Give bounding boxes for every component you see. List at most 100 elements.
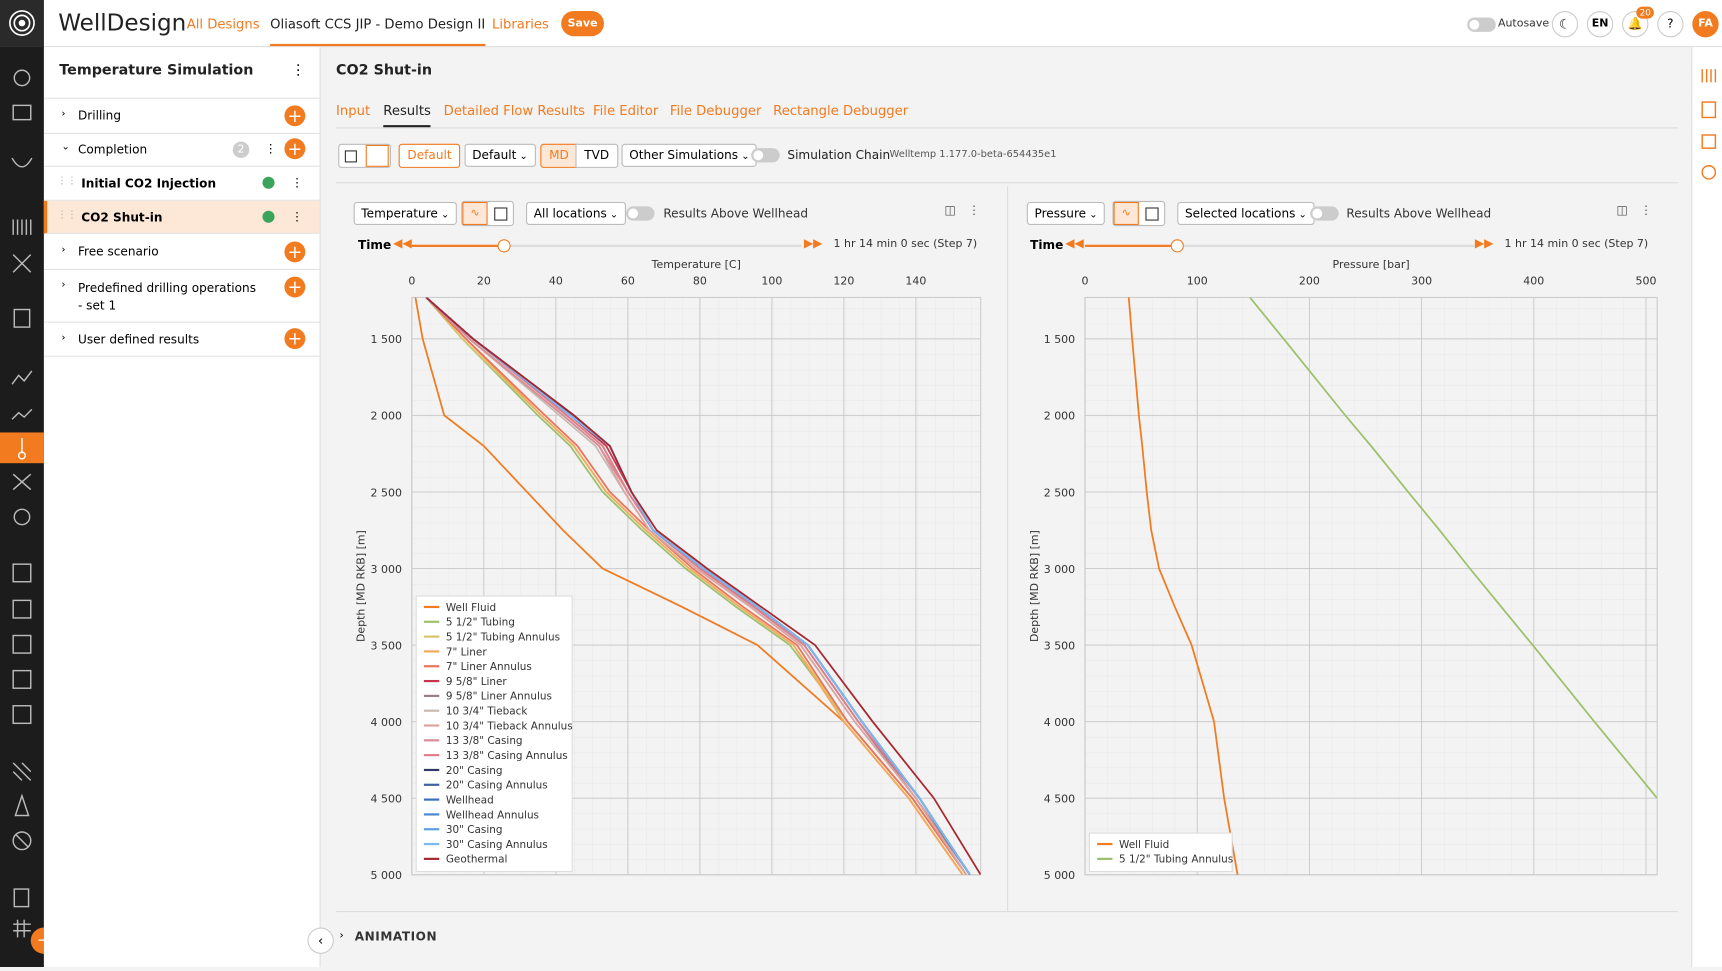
legend-label: 10 3/4" Tieback Annulus bbox=[446, 720, 573, 732]
notifications-button[interactable]: 🔔 bbox=[1622, 10, 1649, 38]
layout-toggle[interactable] bbox=[338, 143, 391, 168]
autosave-toggle[interactable] bbox=[1467, 17, 1496, 32]
user-avatar[interactable]: FA bbox=[1692, 10, 1719, 38]
x-tick-label: 60 bbox=[621, 274, 635, 287]
table-view[interactable] bbox=[1145, 207, 1159, 221]
sidebar-menu[interactable]: ⋮ bbox=[291, 62, 306, 80]
help-button[interactable]: ? bbox=[1657, 10, 1684, 38]
step-back[interactable]: ◀◀ bbox=[393, 235, 412, 251]
chevron: ⌄ bbox=[61, 141, 70, 153]
view-toggle[interactable]: ∿ bbox=[1112, 200, 1166, 227]
table-view[interactable] bbox=[494, 207, 508, 221]
animation-section[interactable]: ANIMATION bbox=[354, 929, 438, 944]
legend-box bbox=[415, 595, 573, 873]
legend-label: 5 1/2" Tubing bbox=[446, 617, 515, 629]
y-tick-label: 3 500 bbox=[1044, 639, 1075, 652]
layout-split[interactable] bbox=[365, 144, 389, 167]
simulations-select[interactable]: Other Simulations bbox=[621, 143, 758, 167]
slider-fill bbox=[411, 244, 505, 247]
slider-track[interactable] bbox=[411, 239, 802, 253]
x-tick-label: 300 bbox=[1411, 274, 1432, 287]
legend-label: 30" Casing Annulus bbox=[446, 839, 548, 851]
add-button[interactable]: + bbox=[284, 138, 306, 160]
slider-knob[interactable] bbox=[1170, 239, 1184, 253]
step-forward[interactable]: ▶▶ bbox=[1474, 235, 1494, 251]
step-back[interactable]: ◀◀ bbox=[1065, 235, 1084, 251]
add-button[interactable]: + bbox=[284, 105, 306, 127]
layout-single[interactable] bbox=[344, 150, 357, 163]
legend-label: Well Fluid bbox=[446, 602, 496, 614]
variable-select[interactable]: Temperature bbox=[353, 201, 457, 226]
panel-divider bbox=[1007, 186, 1009, 912]
slider-knob[interactable] bbox=[497, 239, 511, 253]
y-tick-label: 2 000 bbox=[1044, 410, 1075, 423]
tvd-button[interactable]: TVD bbox=[575, 143, 618, 168]
chevron: › bbox=[61, 244, 66, 256]
collapse-sidebar-button[interactable]: ‹ bbox=[307, 927, 334, 954]
add-button[interactable]: + bbox=[284, 276, 306, 298]
y-tick-label: 2 500 bbox=[1044, 486, 1075, 499]
x-axis-label: Temperature [C] bbox=[651, 258, 741, 271]
step-forward[interactable]: ▶▶ bbox=[803, 235, 823, 251]
language-button[interactable]: EN bbox=[1586, 10, 1614, 38]
legend-label: 13 3/8" Casing Annulus bbox=[446, 750, 568, 762]
logo bbox=[9, 10, 35, 36]
tab[interactable]: Input bbox=[336, 103, 371, 119]
tree-row[interactable]: › Drilling + bbox=[43, 97, 320, 134]
tree-row[interactable]: › Predefined drilling operations - set 1 + bbox=[43, 270, 320, 323]
nav-link[interactable]: All Designs bbox=[186, 16, 260, 32]
x-tick-label: 500 bbox=[1635, 274, 1656, 287]
tree-label: Drilling bbox=[77, 108, 121, 123]
chart-options[interactable]: ◫ ⋮ bbox=[1616, 203, 1653, 218]
locations-select[interactable]: All locations bbox=[526, 201, 626, 226]
tree-row-active[interactable]: ⋮⋮ CO2 Shut-in ⋮ bbox=[43, 200, 320, 234]
brand[interactable]: WellDesign bbox=[58, 9, 187, 37]
add-button[interactable]: + bbox=[284, 328, 306, 350]
version: Welltemp 1.177.0-beta-654435e1 bbox=[889, 149, 1057, 161]
default-button[interactable]: Default bbox=[398, 143, 461, 168]
row-menu[interactable]: ⋮ bbox=[291, 175, 304, 190]
tab[interactable]: Detailed Flow Results bbox=[443, 103, 586, 119]
slider-track[interactable] bbox=[1085, 239, 1475, 253]
save-button[interactable]: Save bbox=[561, 10, 605, 37]
chain-toggle[interactable] bbox=[751, 148, 780, 163]
view-select[interactable]: Default bbox=[464, 143, 536, 167]
tab[interactable]: Rectangle Debugger bbox=[773, 103, 909, 119]
chart-view[interactable]: ∿ bbox=[462, 201, 488, 226]
legend-label: 13 3/8" Casing bbox=[446, 735, 523, 747]
tree-row[interactable]: › Free scenario + bbox=[43, 235, 320, 271]
series-line bbox=[1249, 297, 1658, 799]
md-button[interactable]: MD bbox=[540, 143, 578, 168]
tab[interactable]: File Debugger bbox=[669, 103, 762, 119]
tree-row[interactable]: ⋮⋮ Initial CO2 Injection ⋮ bbox=[43, 167, 320, 201]
locations-select[interactable]: Selected locations bbox=[1177, 201, 1315, 226]
x-tick-label: 80 bbox=[693, 274, 707, 287]
legend-label: 9 5/8" Liner bbox=[446, 676, 508, 688]
view-toggle[interactable]: ∿ bbox=[461, 200, 514, 227]
chart-options[interactable]: ◫ ⋮ bbox=[944, 203, 981, 218]
tab-active[interactable]: Results bbox=[383, 103, 431, 128]
above-toggle[interactable] bbox=[1310, 206, 1339, 221]
nav-link[interactable]: Oliasoft CCS JIP - Demo Design II bbox=[270, 16, 486, 47]
above-toggle[interactable] bbox=[625, 206, 655, 221]
chart-view[interactable]: ∿ bbox=[1113, 201, 1139, 226]
time-label: Time bbox=[358, 238, 392, 253]
add-button[interactable]: + bbox=[284, 241, 306, 263]
sidebar-title: Temperature Simulation bbox=[59, 62, 254, 80]
variable-select[interactable]: Pressure bbox=[1026, 201, 1106, 226]
theme-button[interactable]: ☾ bbox=[1551, 10, 1579, 38]
y-tick-label: 3 500 bbox=[371, 639, 402, 652]
legend-label: Geothermal bbox=[446, 854, 508, 866]
y-tick-label: 3 000 bbox=[371, 563, 402, 576]
series-lines bbox=[414, 297, 981, 875]
tab[interactable]: File Editor bbox=[593, 103, 659, 119]
tree-row[interactable]: › User defined results + bbox=[43, 323, 320, 357]
row-menu[interactable]: ⋮ bbox=[291, 209, 304, 224]
divider bbox=[336, 182, 1679, 184]
tree-row[interactable]: ⌄ Completion 2 ⋮ + bbox=[43, 133, 320, 167]
nav-link[interactable]: Libraries bbox=[491, 16, 549, 32]
x-tick-label: 0 bbox=[1082, 274, 1089, 287]
legend-label: 7" Liner Annulus bbox=[446, 661, 532, 673]
row-menu[interactable]: ⋮ bbox=[264, 141, 277, 156]
